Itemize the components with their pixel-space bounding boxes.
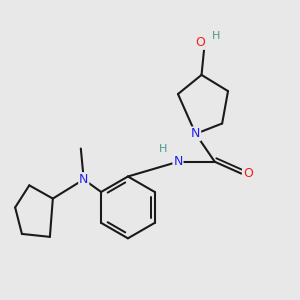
Text: H: H <box>212 31 220 41</box>
Text: N: N <box>191 127 200 140</box>
Text: N: N <box>173 155 183 168</box>
Text: O: O <box>195 36 205 49</box>
Text: O: O <box>243 167 253 180</box>
Text: H: H <box>158 144 167 154</box>
Text: N: N <box>79 173 88 186</box>
